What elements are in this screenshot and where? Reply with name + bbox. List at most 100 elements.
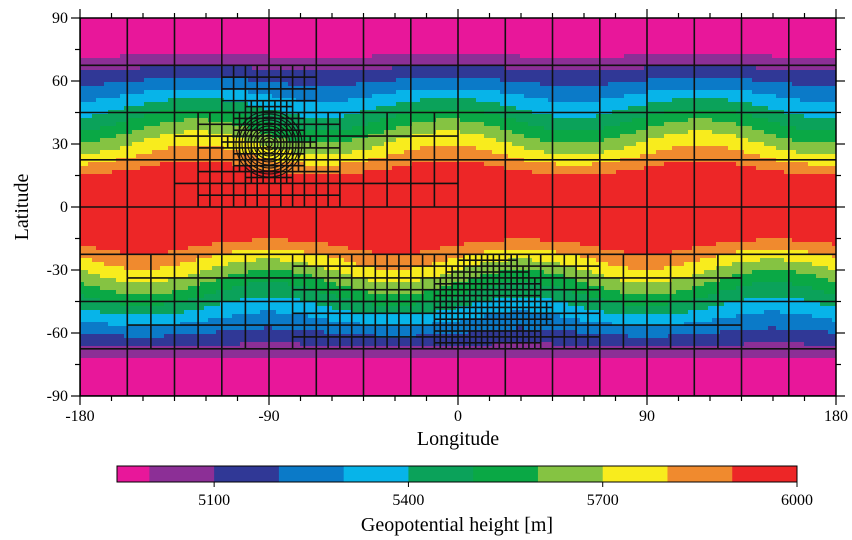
field-cell bbox=[668, 334, 836, 339]
field-cell bbox=[396, 114, 501, 119]
field-cell bbox=[380, 118, 437, 123]
colorbar-swatch bbox=[732, 466, 798, 482]
field-cell bbox=[804, 342, 836, 347]
field-cell bbox=[684, 322, 836, 327]
vortex-contour bbox=[256, 131, 282, 157]
field-cell bbox=[604, 286, 693, 291]
field-cell bbox=[384, 142, 513, 147]
field-cell bbox=[80, 170, 113, 175]
field-cell bbox=[344, 114, 397, 119]
field-cell bbox=[264, 118, 381, 123]
field-cell bbox=[144, 78, 249, 83]
field-cell bbox=[120, 250, 169, 255]
field-cell bbox=[80, 162, 89, 167]
colorbar bbox=[116, 465, 798, 483]
field-cell bbox=[672, 250, 737, 255]
field-cell bbox=[688, 130, 713, 135]
field-cell bbox=[80, 306, 205, 311]
field-cell bbox=[720, 290, 825, 295]
field-cell bbox=[352, 274, 441, 279]
field-cell bbox=[80, 106, 125, 111]
field-cell bbox=[460, 130, 513, 135]
field-cell bbox=[480, 262, 561, 267]
field-cell bbox=[528, 122, 621, 127]
field-cell bbox=[624, 146, 673, 151]
field-cell bbox=[720, 278, 829, 283]
field-cell bbox=[776, 146, 836, 151]
field-cell bbox=[80, 294, 85, 299]
field-cell bbox=[376, 266, 413, 271]
field-cell bbox=[120, 94, 273, 99]
field-cell bbox=[676, 290, 721, 295]
field-cell bbox=[792, 138, 836, 143]
field-cell bbox=[420, 146, 477, 151]
field-cell bbox=[828, 278, 836, 283]
field-cell bbox=[484, 250, 557, 255]
field-cell bbox=[368, 122, 413, 127]
field-cell bbox=[624, 250, 673, 255]
vortex-contour bbox=[265, 140, 273, 148]
field-cell bbox=[736, 162, 809, 167]
field-cell bbox=[420, 278, 469, 283]
vortex-contour bbox=[253, 128, 285, 160]
field-cell bbox=[80, 250, 121, 255]
field-cell bbox=[200, 282, 249, 287]
vortex-contour bbox=[259, 134, 279, 154]
y-tick-label: 90 bbox=[52, 10, 68, 27]
field-cell bbox=[512, 142, 637, 147]
field-cell bbox=[336, 294, 457, 299]
vortex-contour bbox=[235, 110, 303, 178]
field-cell bbox=[648, 102, 753, 107]
vortex-contours bbox=[235, 110, 303, 178]
field-cell bbox=[808, 250, 836, 255]
field-cell bbox=[504, 166, 645, 171]
field-cell bbox=[312, 274, 353, 279]
field-cell bbox=[124, 106, 265, 111]
y-tick-label: 30 bbox=[52, 136, 68, 153]
field-cell bbox=[436, 130, 461, 135]
field-cell bbox=[120, 54, 269, 59]
field-cell bbox=[828, 266, 836, 271]
field-cell bbox=[92, 114, 145, 119]
field-cell bbox=[772, 54, 836, 59]
field-cell bbox=[748, 138, 793, 143]
field-cell bbox=[80, 278, 117, 283]
field-cell bbox=[328, 318, 461, 323]
field-cell bbox=[528, 310, 605, 315]
vortex-contour bbox=[247, 122, 291, 166]
field-cell bbox=[168, 146, 225, 151]
field-cell bbox=[812, 262, 836, 267]
field-cell bbox=[240, 342, 301, 347]
field-cell bbox=[332, 306, 457, 311]
field-cell bbox=[228, 274, 313, 279]
field-cell bbox=[412, 162, 485, 167]
field-cell bbox=[556, 162, 593, 167]
field-cell bbox=[736, 314, 813, 319]
field-cell bbox=[304, 250, 373, 255]
field-cell bbox=[80, 330, 217, 335]
field-cell bbox=[124, 334, 165, 339]
field-cell bbox=[672, 98, 729, 103]
field-cell bbox=[644, 66, 757, 71]
field-cell bbox=[576, 330, 721, 335]
field-cell bbox=[816, 274, 836, 279]
field-cell bbox=[392, 66, 505, 71]
y-tick-label: -60 bbox=[47, 325, 68, 342]
field-cell bbox=[80, 94, 121, 99]
field-cell bbox=[300, 342, 493, 347]
field-cell bbox=[752, 102, 836, 107]
field-cell bbox=[80, 282, 85, 287]
field-cell bbox=[736, 134, 777, 139]
field-cell bbox=[752, 270, 797, 275]
colorbar-swatch bbox=[667, 466, 733, 482]
field-cell bbox=[320, 290, 369, 295]
field-cell bbox=[80, 326, 265, 331]
field-cell bbox=[736, 122, 781, 127]
field-cell bbox=[248, 126, 293, 131]
x-tick-label: -180 bbox=[65, 408, 94, 425]
field-cell bbox=[160, 122, 233, 127]
field-cell bbox=[116, 134, 161, 139]
field-cell bbox=[300, 298, 353, 303]
field-cell bbox=[376, 106, 517, 111]
